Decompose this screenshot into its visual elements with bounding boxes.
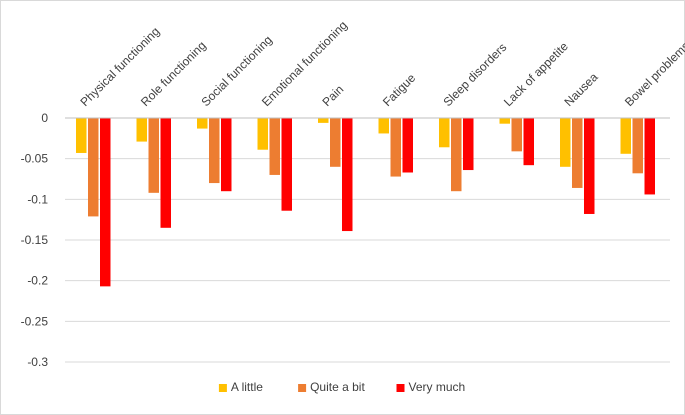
bar-quite-a-bit-bowel-problems	[632, 118, 643, 174]
bar-very-much-bowel-problems	[644, 118, 655, 195]
category-label-lack-of-appetite: Lack of appetite	[501, 39, 571, 109]
bar-very-much-emotional-functioning	[281, 118, 292, 211]
bar-a-little-bowel-problems	[620, 118, 631, 154]
bar-a-little-physical-functioning	[76, 118, 87, 153]
y-tick-label: -0.15	[21, 233, 49, 247]
bar-a-little-nausea	[560, 118, 571, 167]
bar-a-little-emotional-functioning	[257, 118, 268, 150]
legend-swatch-a-little	[218, 384, 227, 392]
bar-quite-a-bit-lack-of-appetite	[511, 118, 522, 152]
bar-very-much-fatigue	[402, 118, 413, 173]
bar-quite-a-bit-pain	[330, 118, 341, 167]
bar-quite-a-bit-emotional-functioning	[269, 118, 280, 175]
bar-very-much-sleep-disorders	[463, 118, 474, 171]
category-label-nausea: Nausea	[561, 70, 600, 109]
y-tick-label: 0	[41, 111, 48, 125]
y-tick-label: -0.2	[27, 274, 48, 288]
bar-very-much-lack-of-appetite	[523, 118, 534, 166]
category-label-fatigue: Fatigue	[380, 71, 418, 109]
bar-very-much-social-functioning	[221, 118, 232, 192]
category-label-bowel-problems: Bowel problems	[622, 39, 685, 109]
bar-very-much-role-functioning	[160, 118, 171, 228]
category-label-sleep-disorders: Sleep disorders	[440, 40, 509, 109]
bar-quite-a-bit-social-functioning	[209, 118, 220, 184]
bar-a-little-pain	[318, 118, 329, 123]
legend-label-a-little: A little	[231, 380, 263, 394]
bar-quite-a-bit-fatigue	[390, 118, 401, 177]
legend-label-very-much: Very much	[409, 380, 466, 394]
y-tick-label: -0.05	[21, 152, 49, 166]
bars	[76, 118, 655, 287]
bar-very-much-nausea	[584, 118, 595, 214]
bar-a-little-fatigue	[378, 118, 389, 134]
bar-a-little-sleep-disorders	[439, 118, 450, 148]
bar-a-little-social-functioning	[197, 118, 208, 129]
bar-a-little-lack-of-appetite	[499, 118, 510, 124]
bar-a-little-role-functioning	[136, 118, 147, 142]
y-tick-label: -0.25	[21, 314, 49, 328]
bar-quite-a-bit-sleep-disorders	[451, 118, 462, 192]
bar-very-much-physical-functioning	[100, 118, 111, 287]
category-label-pain: Pain	[319, 82, 346, 109]
y-axis-tick-labels: 0 -0.05 -0.1 -0.15 -0.2 -0.25 -0.3	[21, 111, 49, 369]
y-tick-label: -0.1	[27, 192, 48, 206]
bar-quite-a-bit-nausea	[572, 118, 583, 188]
legend-swatch-very-much	[396, 384, 405, 392]
legend: A little Quite a bit Very much	[218, 380, 466, 394]
bar-quite-a-bit-physical-functioning	[88, 118, 99, 217]
y-tick-label: -0.3	[27, 355, 48, 369]
bar-very-much-pain	[342, 118, 353, 232]
legend-swatch-quite-a-bit	[298, 384, 307, 392]
legend-label-quite-a-bit: Quite a bit	[310, 380, 365, 394]
bar-quite-a-bit-role-functioning	[148, 118, 159, 193]
